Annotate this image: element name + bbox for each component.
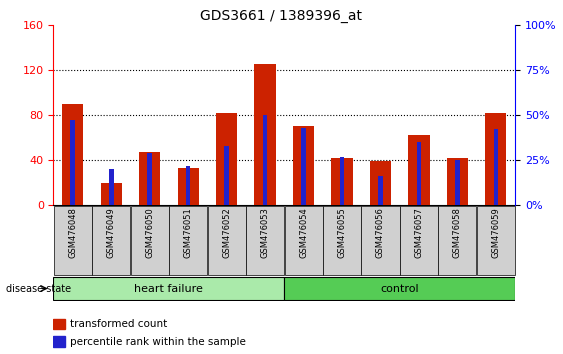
Bar xyxy=(224,146,229,205)
Bar xyxy=(494,130,498,205)
Text: GSM476051: GSM476051 xyxy=(184,207,193,258)
Bar xyxy=(62,104,83,205)
FancyBboxPatch shape xyxy=(439,206,476,275)
Bar xyxy=(53,336,65,347)
Bar xyxy=(370,161,391,205)
Bar xyxy=(177,168,199,205)
Text: GSM476056: GSM476056 xyxy=(376,207,385,258)
FancyBboxPatch shape xyxy=(131,206,169,275)
Text: GSM476050: GSM476050 xyxy=(145,207,154,258)
Bar xyxy=(293,126,314,205)
Text: GSM476053: GSM476053 xyxy=(261,207,270,258)
Bar xyxy=(186,166,190,205)
FancyBboxPatch shape xyxy=(284,278,515,299)
Bar xyxy=(485,113,507,205)
Bar xyxy=(70,120,75,205)
Bar xyxy=(301,128,306,205)
Bar xyxy=(101,183,122,205)
Text: GSM476057: GSM476057 xyxy=(414,207,423,258)
FancyBboxPatch shape xyxy=(361,206,400,275)
FancyBboxPatch shape xyxy=(323,206,361,275)
Bar xyxy=(332,158,352,205)
Text: disease state: disease state xyxy=(6,284,71,293)
Bar xyxy=(455,160,460,205)
Text: heart failure: heart failure xyxy=(135,284,203,293)
FancyBboxPatch shape xyxy=(477,206,515,275)
Bar xyxy=(417,142,421,205)
Bar xyxy=(378,176,383,205)
Text: GSM476052: GSM476052 xyxy=(222,207,231,258)
Text: GSM476059: GSM476059 xyxy=(491,207,501,258)
Bar xyxy=(109,169,114,205)
Text: GSM476054: GSM476054 xyxy=(299,207,308,258)
Text: GSM476055: GSM476055 xyxy=(338,207,346,258)
Bar xyxy=(447,158,468,205)
Bar xyxy=(216,113,237,205)
Bar xyxy=(408,135,430,205)
Bar xyxy=(263,115,267,205)
FancyBboxPatch shape xyxy=(246,206,284,275)
Bar xyxy=(139,152,160,205)
Text: GSM476048: GSM476048 xyxy=(68,207,77,258)
Bar xyxy=(53,319,65,329)
FancyBboxPatch shape xyxy=(92,206,130,275)
Text: GDS3661 / 1389396_at: GDS3661 / 1389396_at xyxy=(200,9,363,23)
Bar xyxy=(254,64,276,205)
Bar xyxy=(339,156,345,205)
FancyBboxPatch shape xyxy=(284,206,323,275)
Text: transformed count: transformed count xyxy=(70,319,167,329)
FancyBboxPatch shape xyxy=(53,278,284,299)
Text: percentile rank within the sample: percentile rank within the sample xyxy=(70,337,246,347)
FancyBboxPatch shape xyxy=(208,206,245,275)
FancyBboxPatch shape xyxy=(169,206,207,275)
Text: GSM476049: GSM476049 xyxy=(107,207,115,258)
FancyBboxPatch shape xyxy=(53,206,92,275)
Bar xyxy=(148,153,152,205)
Text: control: control xyxy=(381,284,419,293)
Text: GSM476058: GSM476058 xyxy=(453,207,462,258)
FancyBboxPatch shape xyxy=(400,206,438,275)
